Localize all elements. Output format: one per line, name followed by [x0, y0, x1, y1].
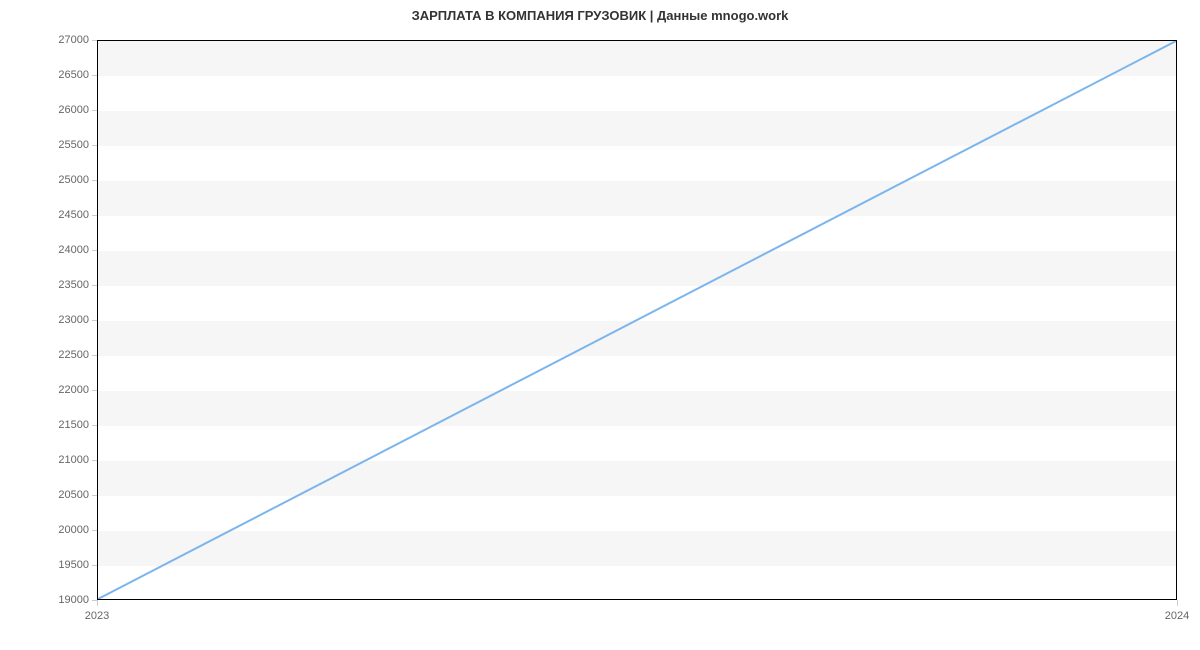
series-line	[98, 41, 1176, 599]
y-tick-label: 21500	[47, 419, 89, 431]
y-tick-mark	[92, 320, 97, 321]
x-tick-mark	[97, 600, 98, 606]
x-tick-label: 2024	[1137, 610, 1200, 622]
y-tick-mark	[92, 40, 97, 41]
x-tick-label: 2023	[57, 610, 137, 622]
y-tick-mark	[92, 495, 97, 496]
y-tick-mark	[92, 75, 97, 76]
y-tick-label: 26500	[47, 69, 89, 81]
salary-chart[interactable]: ЗАРПЛАТА В КОМПАНИЯ ГРУЗОВИК | Данные mn…	[0, 0, 1200, 650]
y-tick-mark	[92, 180, 97, 181]
y-tick-mark	[92, 390, 97, 391]
y-tick-label: 27000	[47, 34, 89, 46]
plot-area[interactable]	[97, 40, 1177, 600]
y-tick-label: 19500	[47, 559, 89, 571]
series-polyline	[98, 41, 1176, 599]
y-tick-mark	[92, 355, 97, 356]
y-tick-label: 21000	[47, 454, 89, 466]
y-tick-mark	[92, 250, 97, 251]
y-tick-mark	[92, 215, 97, 216]
y-tick-label: 24000	[47, 244, 89, 256]
y-tick-label: 26000	[47, 104, 89, 116]
chart-title: ЗАРПЛАТА В КОМПАНИЯ ГРУЗОВИК | Данные mn…	[0, 8, 1200, 23]
y-tick-label: 25500	[47, 139, 89, 151]
y-tick-label: 19000	[47, 594, 89, 606]
y-tick-label: 23500	[47, 279, 89, 291]
y-tick-mark	[92, 285, 97, 286]
y-tick-mark	[92, 145, 97, 146]
y-tick-label: 22000	[47, 384, 89, 396]
y-tick-label: 24500	[47, 209, 89, 221]
y-tick-mark	[92, 460, 97, 461]
y-tick-mark	[92, 110, 97, 111]
y-tick-label: 25000	[47, 174, 89, 186]
y-tick-mark	[92, 425, 97, 426]
y-tick-label: 20500	[47, 489, 89, 501]
y-tick-label: 23000	[47, 314, 89, 326]
y-tick-mark	[92, 530, 97, 531]
y-tick-label: 20000	[47, 524, 89, 536]
y-tick-mark	[92, 565, 97, 566]
y-tick-label: 22500	[47, 349, 89, 361]
x-tick-mark	[1177, 600, 1178, 606]
